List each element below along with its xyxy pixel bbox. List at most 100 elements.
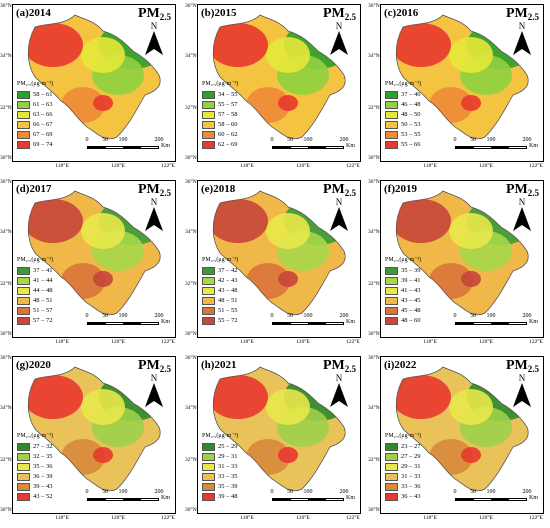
concentration-zone [396, 375, 451, 419]
legend-range: 55 – 72 [218, 317, 238, 324]
legend-swatch [385, 131, 398, 139]
legend-range: 29 – 31 [218, 453, 238, 460]
lat-tick: 32°N [368, 457, 380, 463]
legend-swatch [202, 277, 215, 285]
lat-tick: 34°N [0, 405, 12, 411]
concentration-zone [449, 389, 493, 425]
pm-sub: 2.5 [344, 12, 356, 22]
lat-tick: 34°N [185, 53, 197, 59]
concentration-zone [213, 199, 268, 243]
lon-tick: 118°E [423, 163, 437, 169]
concentration-zone [461, 271, 481, 287]
scale-segments [87, 322, 159, 325]
legend-item: 63 – 66 [17, 110, 53, 120]
legend-swatch [202, 453, 215, 461]
legend-item: 48 – 50 [385, 110, 421, 120]
scale-label: 50 [102, 489, 108, 495]
concentration-zone [278, 271, 298, 287]
legend-item: 60 – 62 [202, 130, 238, 140]
pm-text: PM [322, 358, 345, 373]
scale-unit: Km [161, 319, 170, 325]
scale-label: 200 [339, 313, 349, 319]
north-arrow: N [513, 21, 531, 55]
scale-unit: Km [529, 143, 538, 149]
legend-title: PM₂.₅(μg·m⁻³) [202, 433, 239, 439]
legend-swatch [385, 443, 398, 451]
pm-text: PM [322, 182, 345, 197]
legend-range: 57 – 72 [33, 317, 53, 324]
legend-item: 39 – 43 [17, 482, 53, 492]
lat-tick: 30°N [0, 331, 12, 337]
lon-tick: 120°E [296, 515, 310, 521]
legend-item: 31 – 33 [385, 472, 421, 482]
legend-range: 46 – 48 [401, 101, 421, 108]
map-frame: (d)2017 PM2.5 N PM₂.₅(μg·m⁻³) 37 – 41 41 … [12, 180, 176, 338]
panel-2014: (a)2014 PM2.5 N PM₂.₅(μg·m⁻³) 58 – 61 61 … [0, 0, 180, 172]
legend-swatch [202, 111, 215, 119]
lat-tick: 36°N [368, 179, 380, 185]
legend-range: 35 – 39 [218, 483, 238, 490]
lon-tick: 118°E [55, 163, 69, 169]
legend-item: 43 – 48 [202, 286, 238, 296]
lon-tick: 118°E [240, 515, 254, 521]
legend-item: 29 – 31 [385, 462, 421, 472]
scale-label: 200 [154, 489, 164, 495]
lat-tick: 32°N [185, 281, 197, 287]
concentration-zone [213, 375, 268, 419]
legend-swatch [202, 131, 215, 139]
lat-tick: 30°N [0, 155, 12, 161]
scale-bar: 0 50 100 200 Km [266, 489, 356, 509]
lat-tick: 32°N [368, 105, 380, 111]
pm-sub: 2.5 [527, 364, 539, 374]
legend-swatch [385, 277, 398, 285]
scale-label: 200 [339, 489, 349, 495]
legend-swatch [17, 101, 30, 109]
north-label: N [150, 21, 158, 31]
legend-item: 37 – 46 [385, 90, 421, 100]
province-outline [395, 190, 529, 316]
legend-range: 48 – 60 [401, 317, 421, 324]
concentration-zone [93, 447, 113, 463]
lon-tick: 122°E [161, 163, 175, 169]
legend-swatch [17, 483, 30, 491]
north-label: N [518, 197, 526, 207]
lat-tick: 34°N [0, 229, 12, 235]
legend-swatch [385, 473, 398, 481]
legend-item: 42 – 43 [202, 276, 238, 286]
scale-label: 200 [339, 137, 349, 143]
legend-range: 27 – 29 [401, 453, 421, 460]
legend-item: 39 – 48 [202, 492, 238, 502]
legend-item: 53 – 55 [385, 130, 421, 140]
map-frame: (c)2016 PM2.5 N PM₂.₅(μg·m⁻³) 37 – 46 46 … [380, 4, 544, 162]
scale-label: 0 [85, 489, 89, 495]
legend-item: 51 – 55 [202, 306, 238, 316]
scale-label: 0 [270, 313, 274, 319]
legend-range: 51 – 55 [218, 307, 238, 314]
pm-text: PM [137, 358, 160, 373]
pm25-title: PM2.5 [323, 358, 356, 374]
north-arrow-icon [330, 383, 348, 407]
legend-swatch [202, 287, 215, 295]
north-label: N [335, 197, 343, 207]
legend-range: 66 – 67 [33, 121, 53, 128]
legend-title: PM₂.₅(μg·m⁻³) [385, 433, 422, 439]
lon-tick: 120°E [479, 339, 493, 345]
map-frame: (i)2022 PM2.5 N PM₂.₅(μg·m⁻³) 23 – 27 27 … [380, 356, 544, 514]
legend-range: 27 – 32 [33, 443, 53, 450]
lat-tick: 34°N [368, 229, 380, 235]
scale-unit: Km [346, 495, 355, 501]
lon-tick: 118°E [423, 515, 437, 521]
scale-label: 50 [287, 313, 293, 319]
lon-tick: 122°E [346, 163, 360, 169]
legend-item: 27 – 32 [17, 442, 53, 452]
legend-swatch [202, 101, 215, 109]
scale-label: 100 [303, 313, 313, 319]
scale-numbers: 0 50 100 200 [266, 137, 356, 145]
lon-tick: 120°E [111, 339, 125, 345]
lon-tick: 122°E [346, 339, 360, 345]
legend-swatch [385, 307, 398, 315]
legend-swatch [17, 463, 30, 471]
province-outline [212, 366, 346, 492]
pm-sub: 2.5 [159, 188, 171, 198]
